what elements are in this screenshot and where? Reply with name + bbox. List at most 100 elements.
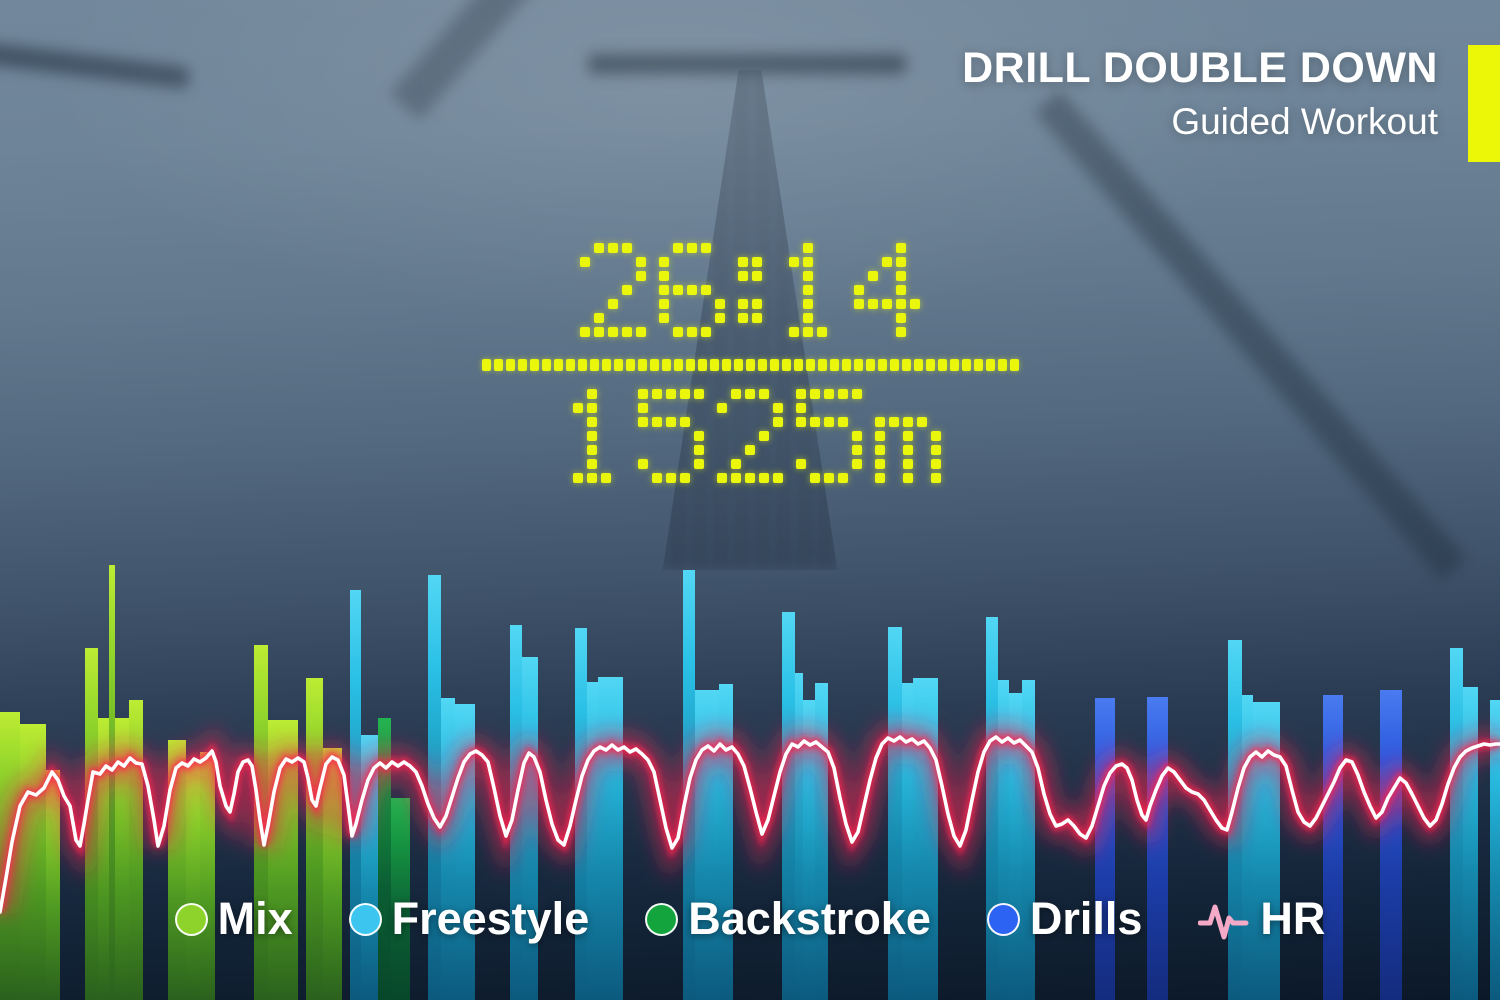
legend-label-freestyle: Freestyle <box>391 893 590 944</box>
separator-dash <box>613 359 623 371</box>
separator-dash <box>997 359 1007 371</box>
pixel-glyph <box>659 243 725 337</box>
pixel-glyph <box>875 389 941 483</box>
interval-bar-freestyle <box>1450 648 1463 1000</box>
separator-dash <box>937 359 947 371</box>
separator-dash <box>1009 359 1019 371</box>
separator-dash <box>565 359 575 371</box>
interval-bar-backstroke <box>391 798 410 1000</box>
legend-label-hr: HR <box>1260 893 1326 944</box>
legend-item-freestyle: Freestyle <box>348 893 590 945</box>
separator-dash <box>805 359 815 371</box>
workout-subtitle: Guided Workout <box>1171 101 1438 142</box>
legend-label-backstroke: Backstroke <box>688 893 931 944</box>
separator-dash <box>697 359 707 371</box>
separator-dash <box>517 359 527 371</box>
pixel-glyph <box>638 389 704 483</box>
distance-value <box>0 389 1500 483</box>
legend-item-backstroke: Backstroke <box>645 893 931 945</box>
workout-title: DRILL DOUBLE DOWN <box>962 44 1438 92</box>
elapsed-time <box>0 243 1500 337</box>
interval-bar-freestyle <box>998 680 1009 1000</box>
separator-dash <box>817 359 827 371</box>
separator-dash <box>661 359 671 371</box>
interval-bar-freestyle <box>803 700 815 1000</box>
separator-dash <box>529 359 539 371</box>
pixel-glyph <box>738 243 762 337</box>
interval-bar-backstroke <box>378 718 391 1000</box>
interval-bar-freestyle <box>795 673 803 1000</box>
separator-dash <box>481 359 491 371</box>
interval-bar-mix <box>115 718 129 1000</box>
interval-bar-mix <box>98 718 109 1000</box>
separator-dash <box>769 359 779 371</box>
legend-item-hr: HR <box>1198 893 1325 945</box>
separator-dash <box>673 359 683 371</box>
separator-dash <box>829 359 839 371</box>
mix-dot-icon <box>174 902 208 936</box>
separator-dash <box>793 359 803 371</box>
separator-dash <box>913 359 923 371</box>
accent-tab <box>1468 45 1500 162</box>
separator-dash <box>901 359 911 371</box>
separator-dash <box>649 359 659 371</box>
pixel-glyph <box>559 389 625 483</box>
separator-dash <box>577 359 587 371</box>
pixel-glyph <box>580 243 646 337</box>
interval-bar-mix <box>200 752 215 1000</box>
legend-item-mix: Mix <box>174 893 293 945</box>
interval-bar-freestyle <box>1490 700 1500 1000</box>
separator-dash <box>733 359 743 371</box>
legend: Mix Freestyle Backstroke Drills HR <box>0 893 1500 945</box>
backstroke-dot-icon <box>645 902 679 936</box>
separator-dash <box>709 359 719 371</box>
separator-dash <box>745 359 755 371</box>
legend-label-mix: Mix <box>217 893 293 944</box>
legend-label-drills: Drills <box>1029 893 1143 944</box>
separator-dash <box>721 359 731 371</box>
separator-dash <box>841 359 851 371</box>
separator-dash <box>949 359 959 371</box>
hr-wave-icon <box>1198 904 1249 940</box>
pixel-glyph <box>796 389 862 483</box>
separator-dash <box>553 359 563 371</box>
interval-bar-freestyle <box>782 612 795 1000</box>
interval-bar-freestyle <box>1242 695 1253 1000</box>
separator-dash <box>505 359 515 371</box>
freestyle-dot-icon <box>348 902 382 936</box>
interval-bar-freestyle <box>888 627 902 1000</box>
separator-dash <box>853 359 863 371</box>
separator-dash <box>625 359 635 371</box>
separator-dash <box>877 359 887 371</box>
separator-dash <box>925 359 935 371</box>
separator-dash <box>985 359 995 371</box>
separator-dash <box>757 359 767 371</box>
separator-dash <box>961 359 971 371</box>
interval-bar-mix <box>186 762 200 1000</box>
pixel-glyph <box>775 243 841 337</box>
separator-dash <box>589 359 599 371</box>
interval-bar-freestyle <box>902 683 913 1000</box>
legend-item-drills: Drills <box>986 893 1143 945</box>
interval-bar-mix <box>46 770 60 1000</box>
separator-dash <box>865 359 875 371</box>
pixel-glyph <box>717 389 783 483</box>
interval-bar-freestyle <box>587 682 598 1000</box>
separator-dash <box>637 359 647 371</box>
separator-dash <box>601 359 611 371</box>
separator-dash <box>685 359 695 371</box>
workout-timer <box>0 243 1500 483</box>
hr-trace <box>0 735 1500 914</box>
pixel-glyph <box>854 243 920 337</box>
separator-dash <box>493 359 503 371</box>
workout-header: DRILL DOUBLE DOWN Guided Workout <box>962 44 1438 143</box>
separator-dash <box>889 359 899 371</box>
separator-dash <box>781 359 791 371</box>
lane-t-crossbar <box>588 54 906 74</box>
timer-separator <box>0 359 1500 371</box>
drills-dot-icon <box>986 902 1020 936</box>
hr-glow <box>0 720 1500 915</box>
separator-dash <box>973 359 983 371</box>
